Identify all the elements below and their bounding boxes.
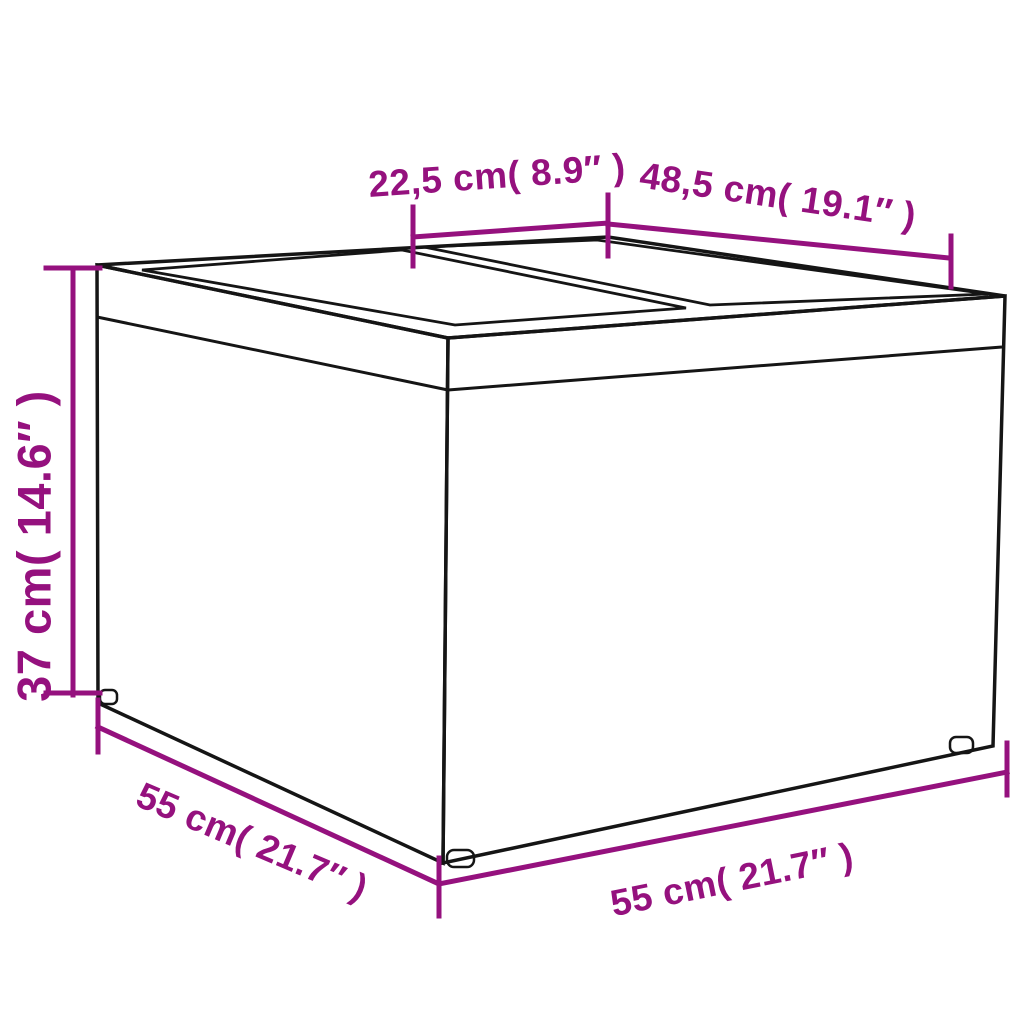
dimension-label-height: 37 cm( 14.6″ )	[7, 390, 61, 702]
dim-line-top-left	[410, 220, 611, 240]
foot-front	[445, 848, 476, 869]
foot-left	[98, 688, 119, 706]
dim-line-depth	[94, 723, 443, 888]
body-right-face	[441, 294, 1007, 866]
table-body	[95, 235, 1007, 869]
glass-panel-right	[423, 238, 989, 307]
glass-panel-left	[141, 248, 687, 327]
dim-line-top-right	[605, 221, 952, 261]
rim-seam-left	[96, 315, 449, 392]
dim-line-width	[436, 769, 1010, 887]
dimension-lines	[43, 192, 1010, 919]
rim-seam-right	[447, 345, 1003, 392]
